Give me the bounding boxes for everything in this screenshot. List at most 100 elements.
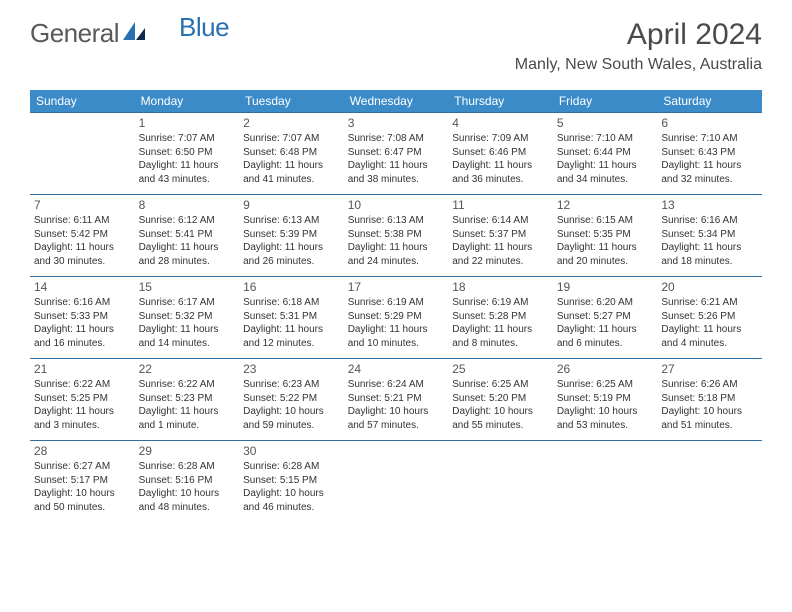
sunrise-text: Sunrise: 7:09 AM	[452, 132, 549, 146]
sunrise-text: Sunrise: 6:23 AM	[243, 378, 340, 392]
day-number: 15	[139, 279, 236, 295]
page-title: April 2024	[515, 18, 762, 52]
week-row: 1Sunrise: 7:07 AMSunset: 6:50 PMDaylight…	[30, 113, 762, 195]
dow-header: Wednesday	[344, 90, 449, 113]
empty-cell	[553, 441, 658, 523]
sunrise-text: Sunrise: 6:14 AM	[452, 214, 549, 228]
daylight-text: Daylight: 11 hours and 3 minutes.	[34, 405, 131, 432]
daylight-text: Daylight: 11 hours and 12 minutes.	[243, 323, 340, 350]
daylight-text: Daylight: 10 hours and 48 minutes.	[139, 487, 236, 514]
day-number: 22	[139, 361, 236, 377]
sunset-text: Sunset: 5:23 PM	[139, 392, 236, 406]
sunrise-text: Sunrise: 6:27 AM	[34, 460, 131, 474]
day-number: 12	[557, 197, 654, 213]
day-number: 16	[243, 279, 340, 295]
sunrise-text: Sunrise: 6:16 AM	[661, 214, 758, 228]
sunset-text: Sunset: 5:17 PM	[34, 474, 131, 488]
day-cell: 26Sunrise: 6:25 AMSunset: 5:19 PMDayligh…	[553, 359, 658, 441]
sunset-text: Sunset: 5:29 PM	[348, 310, 445, 324]
daylight-text: Daylight: 11 hours and 38 minutes.	[348, 159, 445, 186]
day-number: 17	[348, 279, 445, 295]
day-cell: 18Sunrise: 6:19 AMSunset: 5:28 PMDayligh…	[448, 277, 553, 359]
daylight-text: Daylight: 11 hours and 34 minutes.	[557, 159, 654, 186]
sunset-text: Sunset: 5:42 PM	[34, 228, 131, 242]
sunset-text: Sunset: 6:50 PM	[139, 146, 236, 160]
daylight-text: Daylight: 11 hours and 18 minutes.	[661, 241, 758, 268]
day-cell: 29Sunrise: 6:28 AMSunset: 5:16 PMDayligh…	[135, 441, 240, 523]
sunrise-text: Sunrise: 6:15 AM	[557, 214, 654, 228]
daylight-text: Daylight: 11 hours and 41 minutes.	[243, 159, 340, 186]
sunrise-text: Sunrise: 6:13 AM	[243, 214, 340, 228]
sunset-text: Sunset: 5:19 PM	[557, 392, 654, 406]
day-cell: 15Sunrise: 6:17 AMSunset: 5:32 PMDayligh…	[135, 277, 240, 359]
dow-row: SundayMondayTuesdayWednesdayThursdayFrid…	[30, 90, 762, 113]
sunrise-text: Sunrise: 6:19 AM	[452, 296, 549, 310]
day-number: 26	[557, 361, 654, 377]
daylight-text: Daylight: 11 hours and 8 minutes.	[452, 323, 549, 350]
day-cell: 13Sunrise: 6:16 AMSunset: 5:34 PMDayligh…	[657, 195, 762, 277]
logo-text-general: General	[30, 18, 119, 49]
logo-text-blue: Blue	[179, 12, 229, 43]
daylight-text: Daylight: 11 hours and 6 minutes.	[557, 323, 654, 350]
day-number: 27	[661, 361, 758, 377]
day-cell: 20Sunrise: 6:21 AMSunset: 5:26 PMDayligh…	[657, 277, 762, 359]
daylight-text: Daylight: 10 hours and 53 minutes.	[557, 405, 654, 432]
sunrise-text: Sunrise: 6:25 AM	[452, 378, 549, 392]
daylight-text: Daylight: 11 hours and 20 minutes.	[557, 241, 654, 268]
sunrise-text: Sunrise: 6:25 AM	[557, 378, 654, 392]
location-text: Manly, New South Wales, Australia	[515, 56, 762, 74]
sunrise-text: Sunrise: 6:18 AM	[243, 296, 340, 310]
dow-header: Monday	[135, 90, 240, 113]
sunrise-text: Sunrise: 6:20 AM	[557, 296, 654, 310]
sunset-text: Sunset: 5:38 PM	[348, 228, 445, 242]
sunset-text: Sunset: 5:37 PM	[452, 228, 549, 242]
day-number: 2	[243, 115, 340, 131]
day-cell: 30Sunrise: 6:28 AMSunset: 5:15 PMDayligh…	[239, 441, 344, 523]
sunset-text: Sunset: 5:34 PM	[661, 228, 758, 242]
day-number: 14	[34, 279, 131, 295]
day-number: 24	[348, 361, 445, 377]
sunset-text: Sunset: 5:35 PM	[557, 228, 654, 242]
sunrise-text: Sunrise: 6:11 AM	[34, 214, 131, 228]
daylight-text: Daylight: 10 hours and 57 minutes.	[348, 405, 445, 432]
day-cell: 3Sunrise: 7:08 AMSunset: 6:47 PMDaylight…	[344, 113, 449, 195]
daylight-text: Daylight: 11 hours and 30 minutes.	[34, 241, 131, 268]
day-cell: 27Sunrise: 6:26 AMSunset: 5:18 PMDayligh…	[657, 359, 762, 441]
header: General Blue April 2024 Manly, New South…	[0, 0, 792, 82]
day-number: 23	[243, 361, 340, 377]
sunrise-text: Sunrise: 6:24 AM	[348, 378, 445, 392]
sunrise-text: Sunrise: 6:28 AM	[243, 460, 340, 474]
sunrise-text: Sunrise: 6:26 AM	[661, 378, 758, 392]
sunrise-text: Sunrise: 7:07 AM	[243, 132, 340, 146]
sunset-text: Sunset: 5:22 PM	[243, 392, 340, 406]
sunrise-text: Sunrise: 6:21 AM	[661, 296, 758, 310]
day-cell: 6Sunrise: 7:10 AMSunset: 6:43 PMDaylight…	[657, 113, 762, 195]
day-number: 29	[139, 443, 236, 459]
day-cell: 14Sunrise: 6:16 AMSunset: 5:33 PMDayligh…	[30, 277, 135, 359]
day-number: 25	[452, 361, 549, 377]
day-cell: 2Sunrise: 7:07 AMSunset: 6:48 PMDaylight…	[239, 113, 344, 195]
sunset-text: Sunset: 5:20 PM	[452, 392, 549, 406]
daylight-text: Daylight: 11 hours and 22 minutes.	[452, 241, 549, 268]
day-cell: 12Sunrise: 6:15 AMSunset: 5:35 PMDayligh…	[553, 195, 658, 277]
sunset-text: Sunset: 6:46 PM	[452, 146, 549, 160]
daylight-text: Daylight: 10 hours and 46 minutes.	[243, 487, 340, 514]
sunrise-text: Sunrise: 6:17 AM	[139, 296, 236, 310]
sunrise-text: Sunrise: 7:10 AM	[557, 132, 654, 146]
empty-cell	[30, 113, 135, 195]
daylight-text: Daylight: 11 hours and 24 minutes.	[348, 241, 445, 268]
daylight-text: Daylight: 11 hours and 1 minute.	[139, 405, 236, 432]
sunset-text: Sunset: 5:26 PM	[661, 310, 758, 324]
sunset-text: Sunset: 5:32 PM	[139, 310, 236, 324]
day-number: 8	[139, 197, 236, 213]
day-number: 9	[243, 197, 340, 213]
day-number: 19	[557, 279, 654, 295]
empty-cell	[448, 441, 553, 523]
day-number: 5	[557, 115, 654, 131]
daylight-text: Daylight: 10 hours and 59 minutes.	[243, 405, 340, 432]
day-cell: 21Sunrise: 6:22 AMSunset: 5:25 PMDayligh…	[30, 359, 135, 441]
sunrise-text: Sunrise: 6:28 AM	[139, 460, 236, 474]
daylight-text: Daylight: 10 hours and 50 minutes.	[34, 487, 131, 514]
day-cell: 11Sunrise: 6:14 AMSunset: 5:37 PMDayligh…	[448, 195, 553, 277]
day-number: 28	[34, 443, 131, 459]
